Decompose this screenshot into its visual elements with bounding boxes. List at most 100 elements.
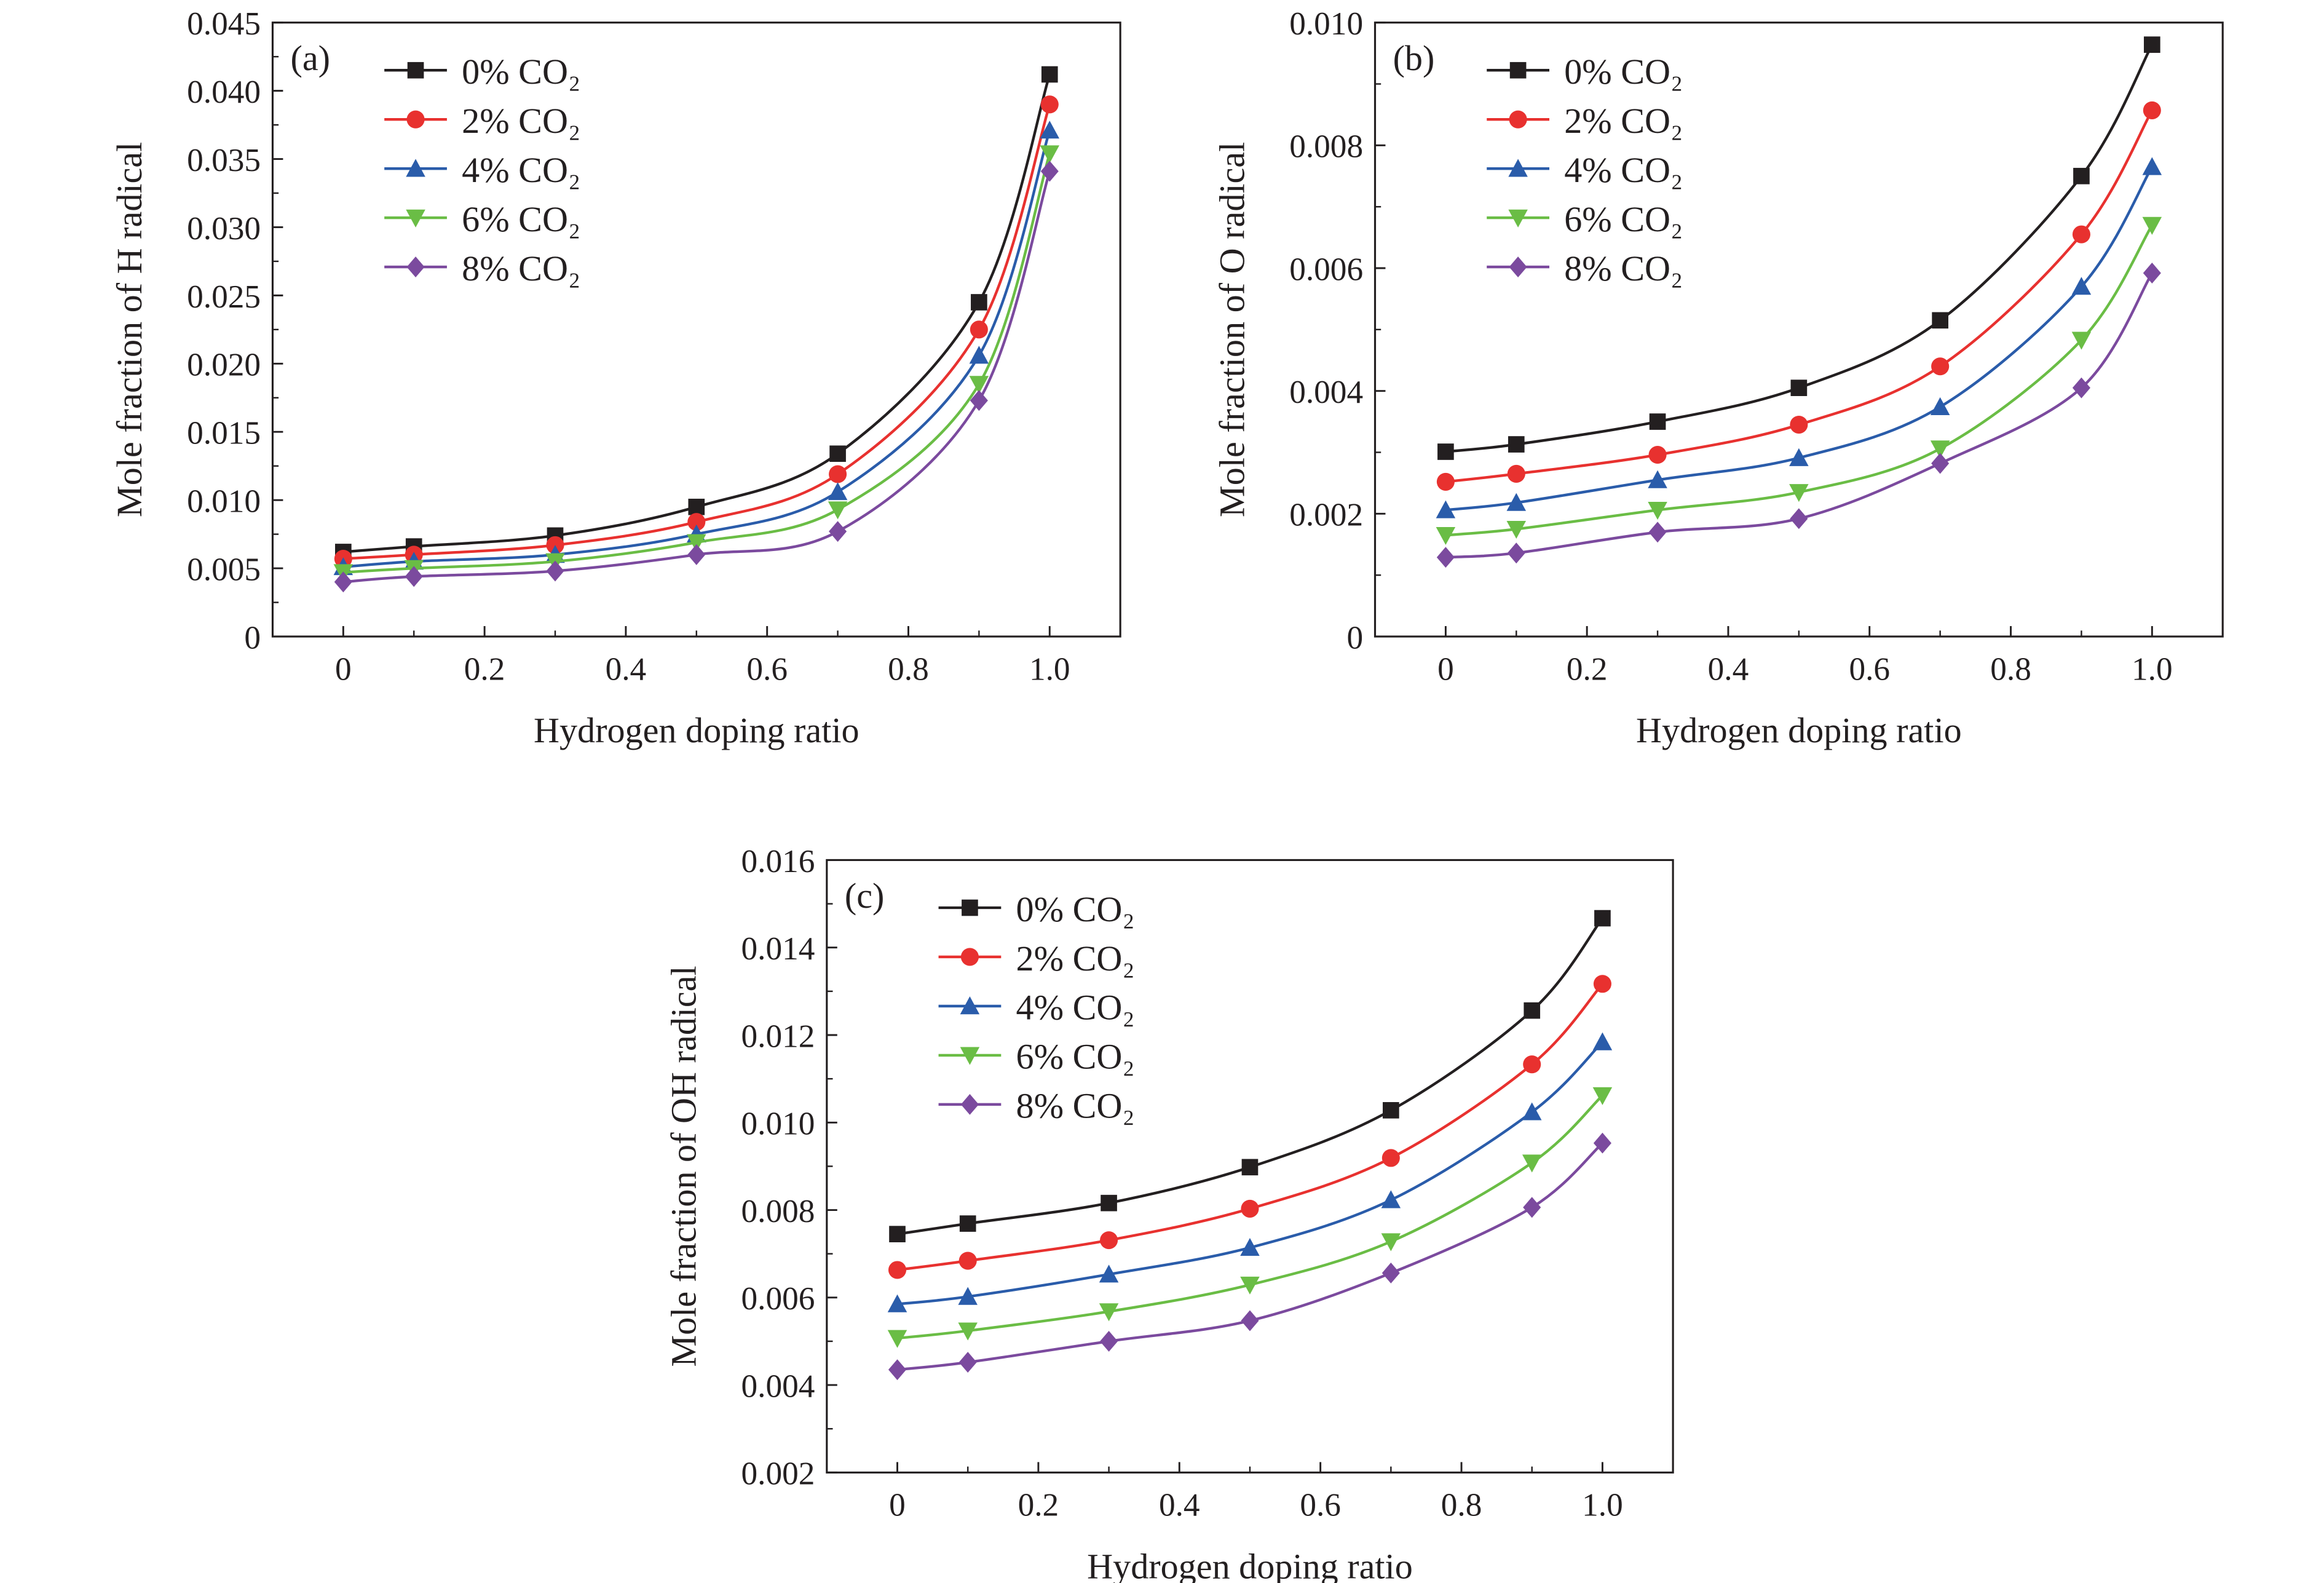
data-point bbox=[1383, 1102, 1399, 1119]
data-point bbox=[688, 498, 705, 515]
x-tick-label: 0.4 bbox=[1159, 1487, 1200, 1523]
data-point bbox=[1240, 1237, 1260, 1256]
data-point bbox=[1931, 453, 1950, 474]
legend-label: 6% CO₂ bbox=[1016, 1037, 1135, 1077]
legend-marker bbox=[1509, 110, 1527, 129]
y-tick-label: 0.014 bbox=[741, 930, 815, 967]
series-line bbox=[343, 130, 1051, 569]
data-point bbox=[970, 320, 988, 339]
series-line bbox=[343, 153, 1051, 574]
data-point bbox=[1522, 1102, 1542, 1121]
y-tick-label: 0.006 bbox=[741, 1280, 815, 1317]
panel-label: (b) bbox=[1393, 38, 1435, 78]
data-point bbox=[969, 376, 989, 394]
data-point bbox=[1506, 493, 1527, 511]
x-axis-label: Hydrogen doping ratio bbox=[1636, 710, 1962, 750]
data-point bbox=[1932, 312, 1948, 329]
y-tick-label: 0.015 bbox=[187, 415, 261, 451]
data-point bbox=[2142, 216, 2162, 235]
data-point bbox=[829, 445, 846, 462]
data-point bbox=[1241, 1310, 1259, 1331]
series-0 bbox=[1437, 36, 2160, 460]
y-tick-label: 0.012 bbox=[741, 1018, 815, 1054]
legend-label: 4% CO₂ bbox=[1564, 150, 1683, 190]
data-point bbox=[958, 1287, 978, 1305]
legend-marker bbox=[1509, 61, 1527, 79]
y-tick-label: 0.004 bbox=[741, 1368, 815, 1404]
x-tick-label: 0.8 bbox=[1990, 651, 2031, 687]
legend-label: 0% CO₂ bbox=[462, 52, 580, 92]
x-tick-label: 0.2 bbox=[1018, 1487, 1059, 1523]
data-point bbox=[1381, 1190, 1401, 1208]
legend-label: 2% CO₂ bbox=[1564, 101, 1683, 141]
data-point bbox=[1593, 975, 1611, 993]
x-tick-label: 0 bbox=[1437, 651, 1454, 687]
legend-marker bbox=[1508, 209, 1528, 228]
y-tick-label: 0.025 bbox=[187, 279, 261, 315]
y-tick-label: 0.008 bbox=[1289, 129, 1363, 165]
data-point bbox=[1523, 1055, 1541, 1074]
data-point bbox=[334, 571, 352, 593]
x-tick-label: 0 bbox=[335, 651, 352, 687]
data-point bbox=[405, 566, 423, 587]
data-point bbox=[1099, 1264, 1119, 1283]
data-point bbox=[969, 346, 989, 364]
x-tick-label: 1.0 bbox=[2132, 651, 2173, 687]
panel-label: (a) bbox=[291, 38, 331, 78]
series-line bbox=[343, 104, 1051, 560]
y-tick-label: 0 bbox=[244, 619, 261, 656]
x-tick-label: 0.4 bbox=[1708, 651, 1749, 687]
data-point bbox=[2143, 101, 2161, 119]
legend-marker bbox=[960, 996, 980, 1015]
data-point bbox=[1648, 445, 1667, 464]
data-point bbox=[1789, 484, 1809, 502]
series-1 bbox=[888, 975, 1611, 1279]
data-point bbox=[1507, 542, 1525, 564]
data-point bbox=[2071, 331, 2092, 350]
data-point bbox=[2072, 225, 2090, 244]
legend-label: 4% CO₂ bbox=[1016, 988, 1135, 1028]
data-point bbox=[828, 482, 848, 501]
data-point bbox=[1506, 520, 1527, 539]
data-point bbox=[1040, 145, 1060, 164]
data-point bbox=[887, 1330, 907, 1348]
data-point bbox=[1240, 1276, 1260, 1295]
legend-label: 6% CO₂ bbox=[1564, 199, 1683, 239]
y-tick-label: 0.045 bbox=[187, 6, 261, 42]
x-axis-label: Hydrogen doping ratio bbox=[1087, 1546, 1413, 1583]
data-point bbox=[1436, 547, 1455, 568]
y-tick-label: 0.040 bbox=[187, 74, 261, 110]
data-point bbox=[1436, 472, 1455, 491]
data-point bbox=[1524, 1002, 1541, 1019]
legend-label: 0% CO₂ bbox=[1564, 52, 1683, 92]
y-tick-label: 0.008 bbox=[741, 1193, 815, 1229]
chart-panel-c: 0 0.2 0.4 0.6 0.8 1.0 0.002 0.004 0.006 0.008 0.01… bbox=[664, 843, 1674, 1583]
y-tick-label: 0.016 bbox=[741, 843, 815, 879]
data-point bbox=[1592, 1032, 1613, 1050]
data-point bbox=[1648, 502, 1667, 520]
y-tick-label: 0.020 bbox=[187, 347, 261, 383]
legend-marker bbox=[960, 948, 979, 966]
data-point bbox=[2071, 277, 2092, 295]
series-2 bbox=[1436, 157, 2162, 518]
data-point bbox=[888, 1261, 907, 1279]
panel-label: (c) bbox=[845, 876, 885, 916]
data-point bbox=[1041, 66, 1058, 83]
data-point bbox=[1381, 1149, 1400, 1167]
data-point bbox=[1522, 1154, 1542, 1173]
y-axis-label: Mole fraction of O radical bbox=[1212, 142, 1252, 517]
x-tick-label: 0.2 bbox=[1567, 651, 1608, 687]
x-axis-label: Hydrogen doping ratio bbox=[534, 710, 860, 750]
data-point bbox=[1241, 1199, 1259, 1218]
legend-marker bbox=[960, 1093, 979, 1115]
data-point bbox=[958, 1352, 977, 1373]
series-2 bbox=[887, 1032, 1613, 1312]
data-point bbox=[887, 1294, 907, 1312]
data-point bbox=[1101, 1194, 1117, 1212]
data-point bbox=[2073, 167, 2090, 184]
data-point bbox=[1381, 1233, 1401, 1252]
legend-marker bbox=[962, 899, 978, 916]
legend-marker bbox=[406, 110, 425, 129]
legend-marker bbox=[407, 61, 424, 79]
